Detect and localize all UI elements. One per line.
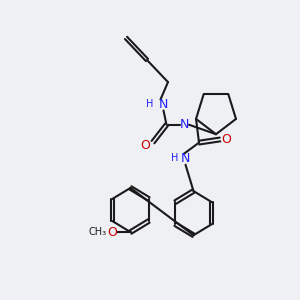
- Text: O: O: [221, 133, 231, 146]
- Text: H: H: [146, 99, 154, 109]
- Text: N: N: [159, 98, 168, 111]
- Text: H: H: [171, 153, 179, 164]
- Text: CH₃: CH₃: [88, 227, 106, 237]
- Text: N: N: [181, 152, 190, 165]
- Text: N: N: [180, 118, 189, 131]
- Text: O: O: [108, 226, 117, 238]
- Text: O: O: [141, 139, 150, 152]
